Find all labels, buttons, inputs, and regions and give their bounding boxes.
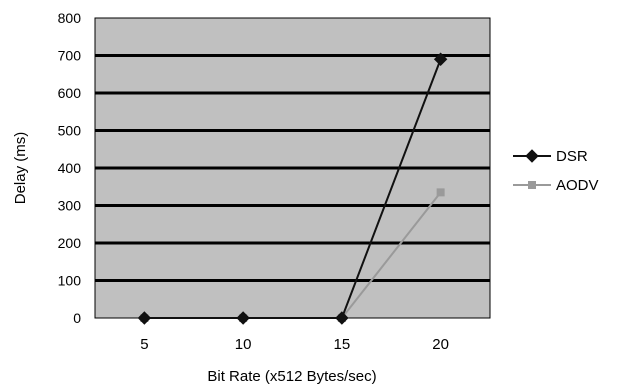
series-group (137, 52, 448, 325)
x-tick-labels: 5 10 15 20 (140, 336, 449, 353)
data-point-dsr (335, 311, 349, 325)
legend-label-aodv: AODV (556, 177, 599, 194)
y-tick-label: 300 (58, 198, 82, 214)
y-tick-label: 700 (58, 48, 82, 64)
data-point-dsr (433, 52, 448, 66)
legend: DSR AODV (513, 148, 599, 194)
data-point-dsr (137, 311, 152, 325)
y-tick-labels: 0 100 200 300 400 500 600 700 800 (58, 10, 82, 326)
y-tick-label: 100 (58, 273, 82, 289)
x-tick-label: 10 (235, 336, 252, 353)
legend-marker-aodv (528, 181, 536, 189)
y-tick-label: 0 (73, 310, 81, 326)
legend-marker-dsr (525, 149, 539, 163)
y-tick-label: 400 (58, 160, 82, 176)
y-axis-label: Delay (ms) (12, 132, 29, 205)
legend-label-dsr: DSR (556, 148, 588, 165)
x-axis-label: Bit Rate (x512 Bytes/sec) (207, 368, 376, 384)
y-tick-label: 500 (58, 123, 82, 139)
x-tick-label: 15 (334, 336, 351, 353)
y-tick-label: 800 (58, 10, 82, 26)
data-point-dsr (236, 311, 250, 325)
y-tick-label: 200 (58, 235, 82, 251)
x-tick-label: 20 (432, 336, 449, 353)
x-tick-label: 5 (140, 336, 148, 353)
gridlines (95, 54, 490, 282)
data-point-aodv (436, 188, 445, 197)
y-tick-label: 600 (58, 85, 82, 101)
series-line-dsr (144, 58, 442, 319)
